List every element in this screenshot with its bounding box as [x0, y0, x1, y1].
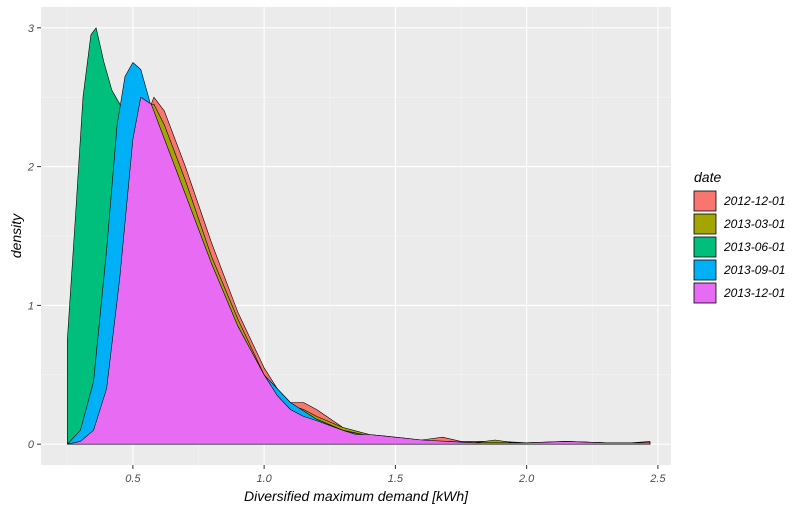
- x-tick-label: 2.0: [518, 473, 535, 485]
- legend-label: 2013-03-01: [723, 217, 785, 231]
- legend-items: 2012-12-01 2013-03-01 2013-06-01 2013-09-01…: [693, 190, 785, 304]
- y-tick-label: 3: [28, 23, 35, 35]
- legend-title: date: [694, 169, 721, 185]
- x-axis-title: Diversified maximum demand [kWh]: [244, 488, 469, 504]
- density-area-2013-12-01: [67, 96, 651, 445]
- y-axis-ticks: 0 1 2 3: [27, 23, 41, 451]
- density-areas: [67, 27, 651, 445]
- legend: date 2012-12-01 2013-03-01 2013-06-01 2013-…: [693, 169, 785, 304]
- y-tick-label: 1: [28, 300, 34, 312]
- legend-label: 2013-06-01: [723, 240, 785, 254]
- x-tick-label: 2.5: [649, 473, 666, 485]
- legend-key-2013-03-01: [693, 213, 717, 235]
- legend-label: 2013-12-01: [723, 286, 785, 300]
- y-tick-label: 0: [28, 439, 35, 451]
- legend-key-2012-12-01: [693, 190, 717, 212]
- legend-key-2013-06-01: [693, 236, 717, 258]
- x-axis-ticks: 0.5 1.0 1.5 2.0 2.5: [125, 465, 666, 485]
- x-tick-label: 1.0: [256, 473, 272, 485]
- legend-key-2013-09-01: [693, 259, 717, 281]
- y-axis-title: density: [8, 213, 24, 258]
- legend-key-2013-12-01: [693, 282, 717, 304]
- x-tick-label: 0.5: [125, 473, 141, 485]
- x-tick-label: 1.5: [388, 473, 404, 485]
- y-tick-label: 2: [27, 162, 34, 174]
- legend-label: 2012-12-01: [723, 194, 785, 208]
- legend-label: 2013-09-01: [723, 263, 785, 277]
